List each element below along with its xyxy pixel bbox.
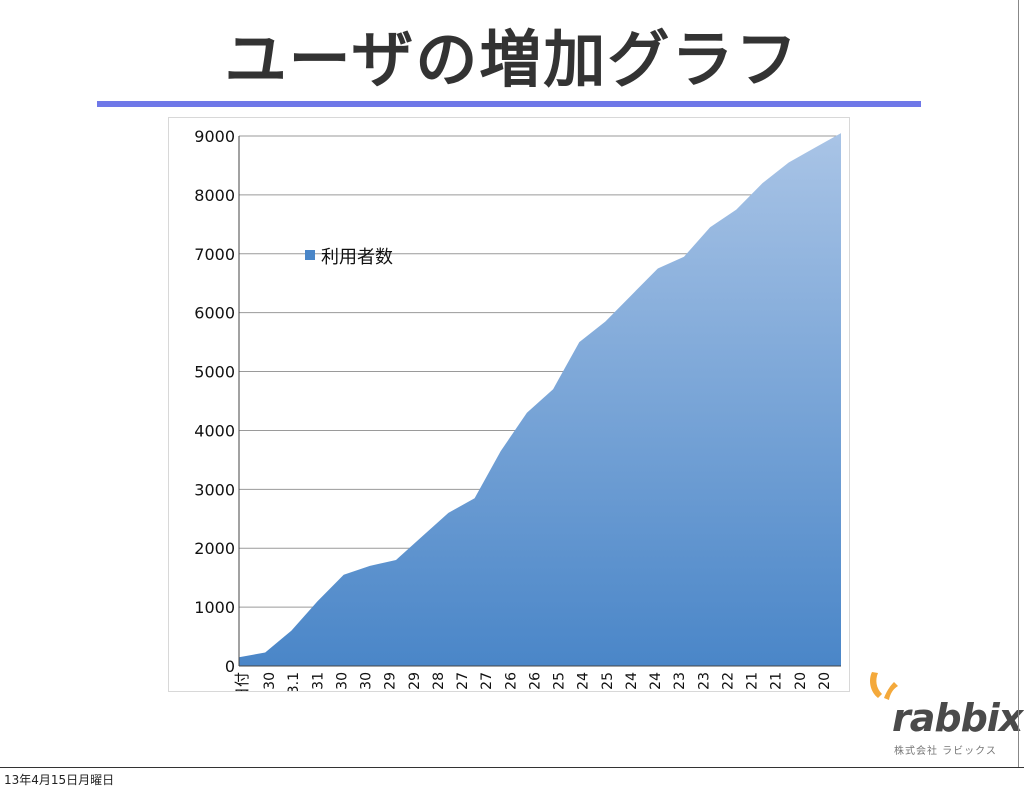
x-tick-label: 2012.9.21 xyxy=(745,672,761,691)
x-tick-label: 2012.8.22 xyxy=(720,672,736,691)
rabbit-ear-mark-icon xyxy=(870,672,898,700)
x-tick-label: 2011.9.27 xyxy=(455,672,471,691)
x-tick-label: 2011.4.30 xyxy=(334,672,350,691)
x-tick-label: 2011.6.29 xyxy=(383,672,399,691)
y-tick-label: 0 xyxy=(225,657,235,676)
x-tick-label: 2012.6.23 xyxy=(672,672,688,691)
x-axis-title: 日付 xyxy=(233,672,251,691)
legend-label: 利用者数 xyxy=(321,247,393,268)
series-area-user-count xyxy=(239,133,841,667)
legend-swatch xyxy=(305,250,315,260)
slide-right-edge xyxy=(1018,0,1019,767)
y-tick-label: 4000 xyxy=(194,421,235,440)
title-underline xyxy=(97,101,921,107)
logo-wordmark: rabbix xyxy=(892,696,1023,740)
logo-company-name: 株式会社 ラビックス xyxy=(894,746,997,757)
y-tick-label: 9000 xyxy=(194,127,235,146)
rabbix-logo: rabbix 株式会社 ラビックス xyxy=(866,668,1023,764)
x-tick-label: 2012.5.24 xyxy=(648,672,664,691)
x-tick-label: 2011.5.30 xyxy=(359,672,375,691)
x-tick-label: 2012.11.20 xyxy=(793,672,809,691)
y-tick-label: 5000 xyxy=(194,363,235,382)
y-tick-label: 2000 xyxy=(194,539,235,558)
x-tick-label: 2011.10.27 xyxy=(479,672,495,691)
y-tick-label: 6000 xyxy=(194,304,235,323)
x-tick-label: 2011.3.1 xyxy=(286,672,302,691)
slide-title: ユーザの増加グラフ xyxy=(224,23,800,96)
x-tick-label: 2012.2.24 xyxy=(576,672,592,691)
x-tick-label: 2012.10.21 xyxy=(769,672,785,691)
x-tick-label: 2012.4.24 xyxy=(624,672,640,691)
x-tick-label: 2011.7.29 xyxy=(407,672,423,691)
user-growth-chart: 0 1000 2000 3000 4000 5000 6000 7000 8000 9000 日付 2… xyxy=(194,127,841,691)
x-tick-label: 2011.8.28 xyxy=(431,672,447,691)
x-tick-label: 2011.12.26 xyxy=(527,672,543,691)
y-tick-label: 1000 xyxy=(194,598,235,617)
x-tick-label: 2011.11.26 xyxy=(503,672,519,691)
x-tick-label: 2011.1.30 xyxy=(262,672,278,691)
x-tick-label: 2011.3.31 xyxy=(310,672,326,691)
x-tick-label: 2012.1.25 xyxy=(552,672,568,691)
footer-divider xyxy=(0,767,1024,768)
x-tick-label: 2012.3.25 xyxy=(600,672,616,691)
chart-frame: 0 1000 2000 3000 4000 5000 6000 7000 8000 9000 日付 2… xyxy=(168,117,850,692)
y-tick-label: 8000 xyxy=(194,186,235,205)
x-tick-label: 2012.12.20 xyxy=(817,672,833,691)
x-tick-label: 2012.7.23 xyxy=(696,672,712,691)
y-tick-label: 3000 xyxy=(194,480,235,499)
footer-date: 13年4月15日月曜日 xyxy=(4,773,115,787)
y-tick-label: 7000 xyxy=(194,245,235,264)
